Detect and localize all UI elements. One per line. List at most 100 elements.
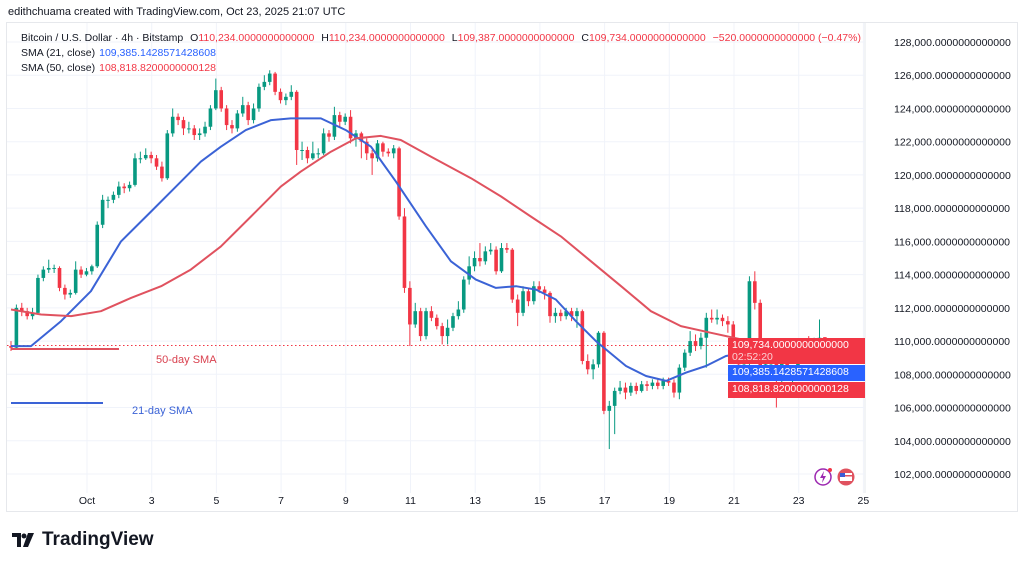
candle-up (267, 70, 272, 86)
candle-body (747, 281, 752, 352)
candle-up (100, 194, 105, 229)
candle-body (84, 271, 89, 275)
candle-body (693, 341, 698, 347)
lightning-glyph (820, 471, 826, 483)
candle-body (311, 153, 315, 159)
candle-body (203, 126, 207, 134)
candle-body (645, 384, 649, 386)
candle-body (602, 332, 606, 411)
candle-up (499, 243, 504, 273)
candle-body (63, 287, 67, 295)
candle-body (758, 302, 763, 368)
candle-down (418, 307, 423, 342)
candle-up (629, 382, 633, 396)
candle-down (192, 125, 197, 141)
candle-body (251, 108, 256, 121)
candle-body (149, 154, 153, 159)
candle-body (95, 224, 100, 267)
symbol-label[interactable]: Bitcoin / U.S. Dollar · 4h · Bitstamp (21, 32, 184, 44)
candle-body (445, 327, 450, 337)
x-tick-label: 11 (405, 495, 416, 507)
y-tick-label: 128,000.0000000000000 (894, 37, 1011, 49)
candle-body (521, 291, 525, 313)
x-tick-label: 19 (663, 495, 675, 507)
candle-down (327, 130, 331, 142)
candle-up (699, 332, 703, 350)
candle-down (57, 266, 62, 292)
candle-body (364, 141, 369, 154)
candle-down (602, 331, 606, 415)
candle-up (715, 309, 719, 325)
candle-up (375, 140, 380, 162)
candle-body (629, 385, 633, 393)
candle-up (618, 380, 622, 395)
candle-down (440, 322, 444, 345)
candle-down (154, 154, 159, 170)
candle-down (693, 334, 698, 352)
candle-body (569, 311, 574, 317)
candle-body (41, 269, 46, 278)
x-tick-label: 15 (534, 495, 546, 507)
candle-body (160, 166, 164, 179)
candle-body (316, 153, 321, 155)
candle-body (478, 257, 482, 262)
candle-body (634, 385, 639, 391)
close-value: 109,734.0000000000000 (588, 32, 706, 44)
candle-body (117, 186, 121, 195)
candle-up (343, 113, 347, 126)
candle-body (499, 248, 504, 272)
candle-down (224, 105, 229, 131)
candle-up (208, 105, 213, 131)
candle-up (650, 379, 655, 390)
candle-up (677, 364, 682, 400)
candle-down (526, 287, 531, 307)
candlestick-chart[interactable]: 102,000.0000000000000 104,000.00000000000… (7, 23, 1019, 513)
tradingview-logo[interactable]: TradingView (12, 529, 154, 551)
candle-body (564, 311, 568, 317)
candle-body (343, 116, 347, 122)
candle-body (548, 292, 552, 317)
candle-down (623, 382, 628, 400)
candle-body (90, 266, 94, 272)
low-label: L (451, 32, 458, 44)
open-label: O (190, 32, 199, 44)
candle-up (596, 331, 601, 368)
y-tick-label: 106,000.0000000000000 (894, 403, 1011, 415)
chart-panel[interactable]: 102,000.0000000000000 104,000.00000000000… (6, 22, 1018, 512)
candle-body (381, 143, 385, 152)
candle-body (46, 267, 51, 270)
candle-body (197, 133, 202, 136)
legend-ohlc-row: Bitcoin / U.S. Dollar · 4h · Bitstamp O 1… (21, 32, 865, 44)
x-tick-label: 25 (858, 495, 870, 507)
candle-body (192, 128, 197, 136)
candle-body (143, 154, 148, 159)
candle-up (456, 301, 461, 320)
candle-body (375, 143, 380, 159)
candle-body (111, 194, 116, 200)
y-tick-label: 104,000.0000000000000 (894, 436, 1011, 448)
candle-up (257, 83, 261, 112)
candle-down (337, 111, 342, 127)
tradingview-logo-icon (12, 533, 34, 547)
legend-sma50-row[interactable]: SMA (50, close) 108,818.8200000000128 (21, 62, 220, 74)
candle-body (278, 91, 283, 101)
candle-body (704, 317, 709, 338)
candle-body (709, 317, 714, 320)
candle-body (68, 292, 73, 295)
legend-sma21-row[interactable]: SMA (21, close) 109,385.1428571428608 (21, 47, 220, 59)
candle-body (14, 307, 19, 348)
x-tick-label: Oct (79, 495, 95, 507)
candle-body (106, 199, 110, 201)
candle-up (532, 281, 536, 305)
candle-body (677, 367, 682, 393)
candle-body (305, 149, 310, 159)
candle-body (181, 120, 186, 129)
candle-down (558, 309, 563, 322)
candle-body (332, 115, 337, 137)
candle-up (467, 256, 471, 285)
us-flag-icon[interactable] (837, 468, 855, 486)
candle-body (505, 248, 509, 250)
lightning-event-icon[interactable] (814, 468, 832, 486)
candle-body (699, 337, 703, 347)
sma21-price-box: 109,385.1428571428608 (728, 365, 865, 381)
